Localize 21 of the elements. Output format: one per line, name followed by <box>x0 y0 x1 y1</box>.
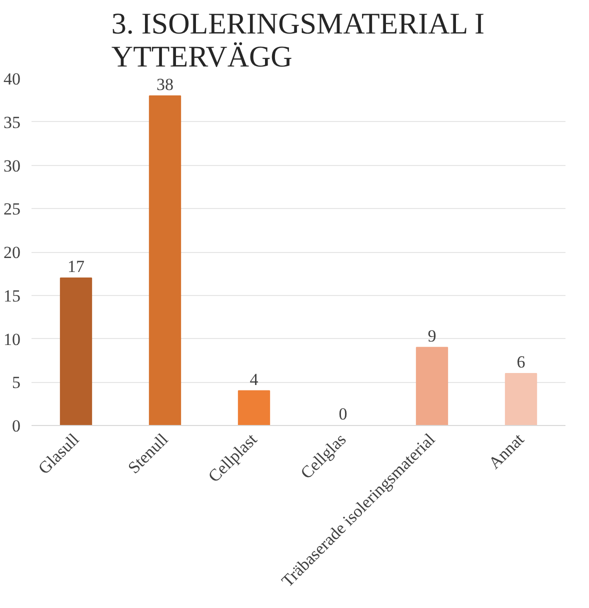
y-tick-label: 15 <box>4 286 20 306</box>
y-tick-label: 40 <box>4 70 20 88</box>
data-label: 38 <box>156 74 174 94</box>
data-label: 17 <box>68 257 85 276</box>
y-tick-label: 20 <box>4 243 20 262</box>
bar <box>238 390 270 426</box>
bar <box>416 346 448 426</box>
y-tick-label: 30 <box>4 156 20 176</box>
data-label: 0 <box>338 404 348 424</box>
y-tick-label: 35 <box>4 112 20 132</box>
y-tick-label: 10 <box>4 330 20 349</box>
bar <box>148 95 182 426</box>
chart-title: 3. ISOLERINGSMATERIAL I YTTERVÄGG <box>111 8 484 74</box>
y-tick-label: 25 <box>4 200 20 219</box>
data-label: 4 <box>250 370 259 389</box>
data-label: 6 <box>516 352 526 372</box>
y-tick-label: 5 <box>12 373 20 392</box>
y-tick-label: 0 <box>12 416 20 436</box>
data-label: 9 <box>428 326 436 346</box>
bar <box>504 372 538 426</box>
bar <box>60 278 92 426</box>
